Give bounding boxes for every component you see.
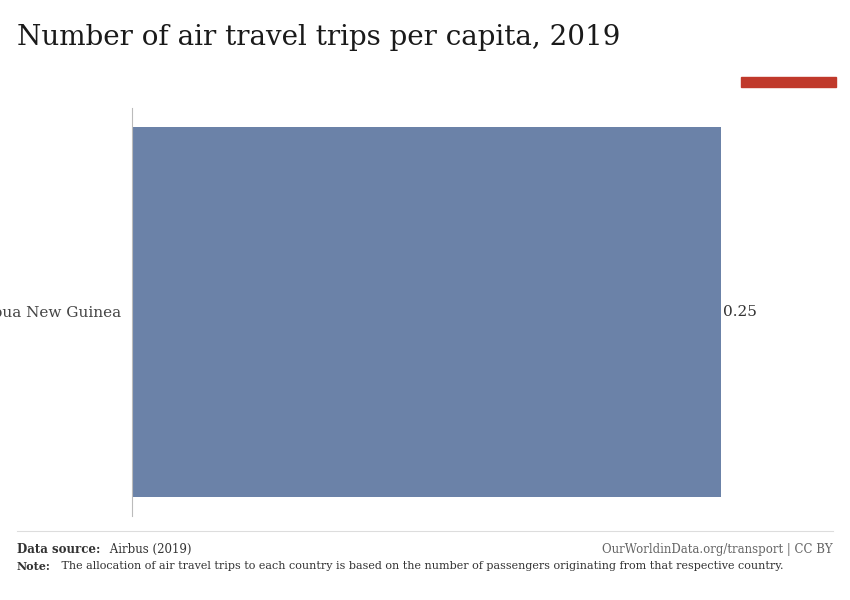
Text: Data source:: Data source: <box>17 543 100 556</box>
Text: Our World
in Data: Our World in Data <box>756 31 822 61</box>
Text: OurWorldinData.org/transport | CC BY: OurWorldinData.org/transport | CC BY <box>603 543 833 556</box>
Text: Note:: Note: <box>17 561 51 572</box>
Text: Airbus (2019): Airbus (2019) <box>106 543 192 556</box>
Text: Number of air travel trips per capita, 2019: Number of air travel trips per capita, 2… <box>17 24 620 51</box>
Text: 0.25: 0.25 <box>723 305 757 319</box>
Text: The allocation of air travel trips to each country is based on the number of pas: The allocation of air travel trips to ea… <box>58 561 784 571</box>
Bar <box>741 77 836 87</box>
